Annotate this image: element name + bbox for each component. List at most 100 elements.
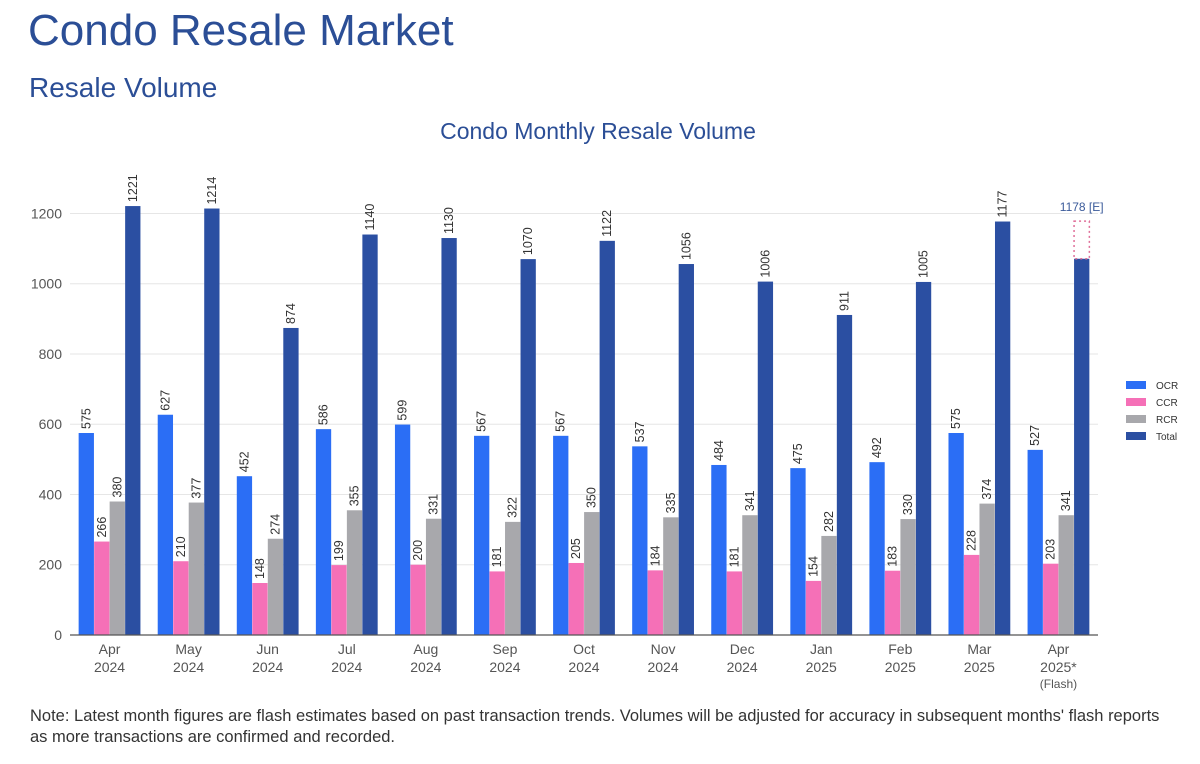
data-label: 341 xyxy=(743,490,757,511)
data-label: 228 xyxy=(965,530,979,551)
x-tick-label: Oct xyxy=(573,641,595,657)
data-label: 322 xyxy=(506,497,520,518)
x-tick-label: Sep xyxy=(492,641,517,657)
x-tick-label: 2024 xyxy=(647,659,678,675)
data-label: 1122 xyxy=(600,210,614,237)
data-label: 374 xyxy=(980,479,994,500)
legend-swatch-ccr xyxy=(1126,398,1146,406)
legend-label: OCR xyxy=(1156,381,1178,392)
data-label: 575 xyxy=(949,408,963,429)
x-axis: Apr 2024 May 2024 Jun 2024 Jul 2024 Aug 2024 Sep 20… xyxy=(70,634,1098,691)
x-tick-label: Jul xyxy=(338,641,356,657)
data-label: 475 xyxy=(791,443,805,464)
x-tick-label: 2025* xyxy=(1040,659,1077,675)
bar-rcr xyxy=(425,518,442,635)
bar-total xyxy=(994,221,1011,635)
data-label: 492 xyxy=(870,437,884,458)
bar-rcr xyxy=(742,515,758,635)
x-tick-label: 2024 xyxy=(568,659,599,675)
data-label: 355 xyxy=(348,485,362,506)
x-tick-label: Mar xyxy=(967,641,991,657)
x-tick-label: 2024 xyxy=(173,659,204,675)
bars xyxy=(78,206,1091,636)
data-label: 154 xyxy=(806,556,820,577)
data-label: 586 xyxy=(317,404,331,425)
bar-rcr xyxy=(979,503,995,635)
x-tick-label: 2024 xyxy=(94,659,125,675)
data-label: 203 xyxy=(1044,539,1058,560)
data-label: 911 xyxy=(837,291,851,311)
data-label: 210 xyxy=(174,536,188,557)
bar-rcr xyxy=(821,535,837,635)
legend-label: CCR xyxy=(1156,398,1178,409)
page-subtitle: Resale Volume xyxy=(29,72,218,103)
data-label: 874 xyxy=(284,303,298,324)
x-tick-label: 2025 xyxy=(885,659,916,675)
chart-title: Condo Monthly Resale Volume xyxy=(440,118,756,144)
data-label: 181 xyxy=(727,547,741,568)
x-tick-label: Jun xyxy=(256,641,279,657)
data-label: 184 xyxy=(648,545,662,566)
data-label: 148 xyxy=(253,558,267,579)
x-tick-label: 2024 xyxy=(489,659,520,675)
data-label: 452 xyxy=(237,451,251,472)
legend-label: Total xyxy=(1156,432,1177,443)
data-label: 1140 xyxy=(363,204,377,231)
data-label: 567 xyxy=(475,411,489,432)
legend-swatch-ocr xyxy=(1126,381,1146,389)
legend-swatch-total xyxy=(1126,432,1146,440)
bar-total xyxy=(1074,258,1090,635)
data-label: 627 xyxy=(158,390,172,411)
data-label: 1214 xyxy=(205,177,219,205)
bar-ocr xyxy=(157,414,174,635)
y-axis: 0 200 400 600 800 1000 1200 xyxy=(31,205,62,643)
data-label: 567 xyxy=(554,411,568,432)
bar-ccr xyxy=(489,571,505,635)
bar-rcr xyxy=(505,521,521,635)
bar-ocr xyxy=(553,435,569,635)
bar-total xyxy=(125,206,141,636)
data-label: 1070 xyxy=(521,227,535,255)
data-label: 199 xyxy=(332,540,346,561)
bar-total xyxy=(204,208,220,636)
bar-rcr xyxy=(188,502,205,635)
x-tick-label: 2025 xyxy=(964,659,995,675)
data-label: 282 xyxy=(822,511,836,532)
bar-total xyxy=(836,314,853,635)
legend-label: RCR xyxy=(1156,415,1178,426)
bar-ccr xyxy=(884,570,901,635)
x-tick-label: 2024 xyxy=(410,659,441,675)
legend-swatch-rcr xyxy=(1126,415,1146,423)
x-tick-label: Apr xyxy=(99,641,121,657)
gridlines xyxy=(70,212,1098,566)
x-tick-label: May xyxy=(175,641,201,657)
bar-rcr xyxy=(267,538,284,635)
data-label: 380 xyxy=(110,477,124,498)
data-label: 1056 xyxy=(679,232,693,260)
bar-ocr xyxy=(711,464,727,635)
bar-ccr xyxy=(94,541,110,635)
x-tick-label: Jan xyxy=(810,641,833,657)
data-label: 350 xyxy=(585,487,599,508)
x-tick-label: (Flash) xyxy=(1040,677,1077,691)
bar-total xyxy=(599,240,615,635)
x-tick-label: 2024 xyxy=(727,659,758,675)
data-label: 200 xyxy=(411,540,425,561)
data-label: 331 xyxy=(427,494,441,515)
y-tick-label: 800 xyxy=(39,346,63,362)
x-tick-label: Dec xyxy=(730,641,755,657)
data-label: 575 xyxy=(79,408,93,429)
bar-ccr xyxy=(963,554,980,635)
x-tick-label: Apr xyxy=(1048,641,1070,657)
bar-ccr xyxy=(647,570,663,635)
bar-ocr xyxy=(236,476,253,635)
bar-total xyxy=(915,281,932,635)
data-label: 484 xyxy=(712,440,726,461)
bar-rcr xyxy=(1058,515,1074,635)
bar-ocr xyxy=(474,435,490,635)
data-label: 341 xyxy=(1059,490,1073,511)
data-label: 330 xyxy=(901,494,915,515)
bar-rcr xyxy=(109,501,125,635)
bar-ccr xyxy=(331,565,347,635)
x-tick-label: 2024 xyxy=(331,659,362,675)
